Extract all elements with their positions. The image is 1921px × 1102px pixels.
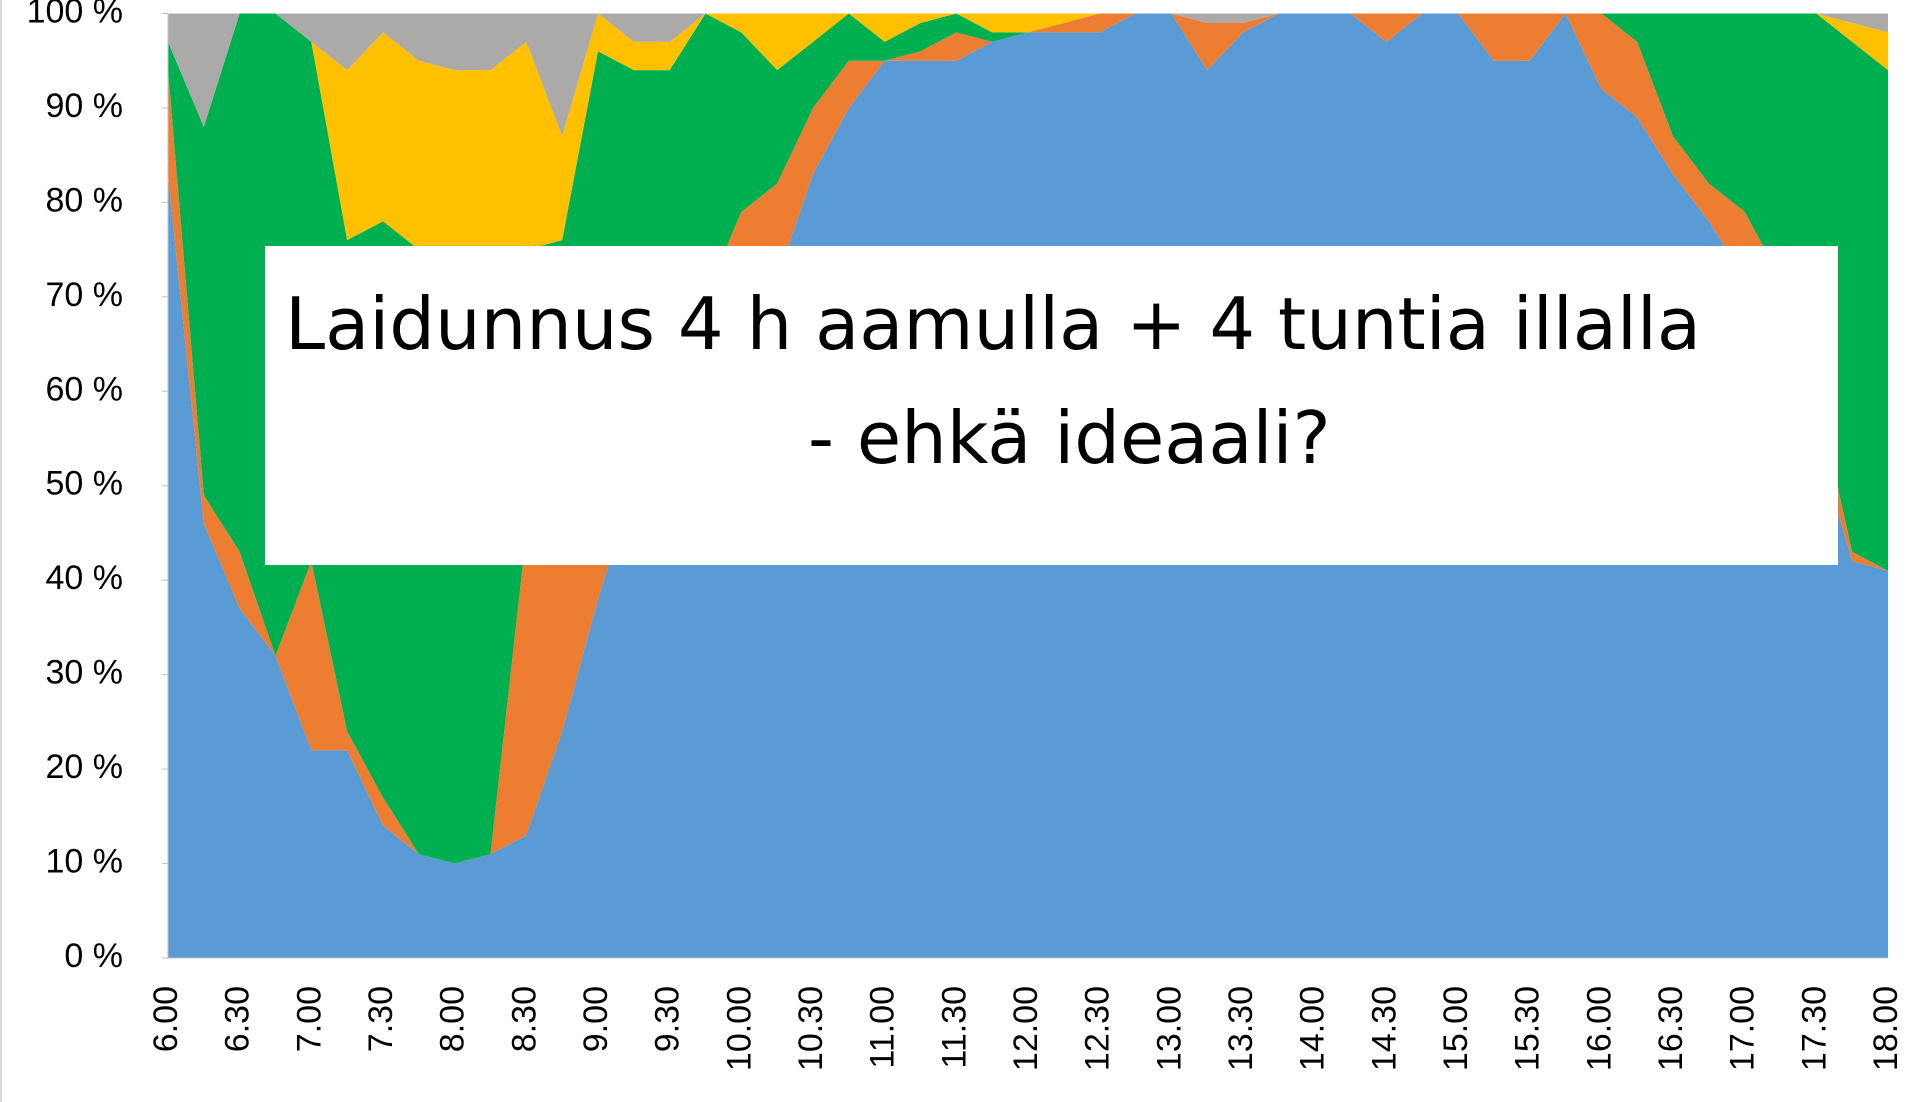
area	[168, 13, 1888, 260]
y-tick-label: 100 %	[27, 0, 123, 30]
x-tick-label: 6.00	[147, 986, 185, 1052]
x-tick-label: 18.00	[1867, 986, 1905, 1071]
x-tick-label: 14.30	[1365, 986, 1403, 1071]
x-tick-label: 10.00	[720, 986, 758, 1071]
x-tick-label: 16.30	[1652, 986, 1690, 1071]
y-tick-label: 50 %	[46, 465, 124, 503]
x-tick-label: 12.30	[1079, 986, 1117, 1071]
x-tick-label: 10.30	[792, 986, 830, 1071]
y-tick-label: 90 %	[46, 87, 124, 125]
annotation-line: Laidunnus 4 h aamulla + 4 tuntia illalla	[285, 282, 1701, 366]
x-tick-label: 13.00	[1150, 986, 1188, 1071]
x-tick-label: 12.00	[1007, 986, 1045, 1071]
x-tick-label: 11.30	[935, 986, 973, 1069]
y-tick-label: 40 %	[46, 559, 124, 597]
y-tick-label: 30 %	[46, 654, 124, 692]
x-tick-label: 8.30	[505, 986, 543, 1052]
x-tick-label: 17.30	[1795, 986, 1833, 1071]
y-tick-label: 70 %	[46, 276, 124, 314]
x-tick-label: 17.00	[1724, 986, 1762, 1071]
x-tick-label: 6.30	[219, 986, 257, 1052]
annotation-line: - ehkä ideaali?	[808, 396, 1331, 480]
annotation-box	[265, 246, 1838, 565]
y-tick-label: 80 %	[46, 181, 124, 219]
y-tick-label: 60 %	[46, 370, 124, 408]
y-tick-label: 0 %	[64, 937, 123, 975]
x-tick-label: 14.00	[1294, 986, 1332, 1071]
x-tick-label: 9.00	[577, 986, 615, 1052]
x-tick-label: 7.00	[290, 986, 328, 1052]
x-tick-label: 11.00	[864, 986, 902, 1069]
x-tick-label: 15.30	[1509, 986, 1547, 1071]
x-tick-label: 7.30	[362, 986, 400, 1052]
y-tick-label: 20 %	[46, 748, 124, 786]
y-tick-label: 10 %	[46, 843, 124, 881]
axes: 0 % 10 % 20 % 30 % 40 % 50 % 60 % 70 % 80 % 90 % 1…	[27, 0, 1905, 1071]
area	[168, 13, 1888, 864]
area	[168, 13, 1888, 137]
x-tick-label: 15.00	[1437, 986, 1475, 1071]
x-tick-label: 8.00	[434, 986, 472, 1052]
x-tick-label: 9.30	[649, 986, 687, 1052]
x-tick-label: 16.00	[1580, 986, 1618, 1071]
x-tick-label: 13.30	[1222, 986, 1260, 1071]
